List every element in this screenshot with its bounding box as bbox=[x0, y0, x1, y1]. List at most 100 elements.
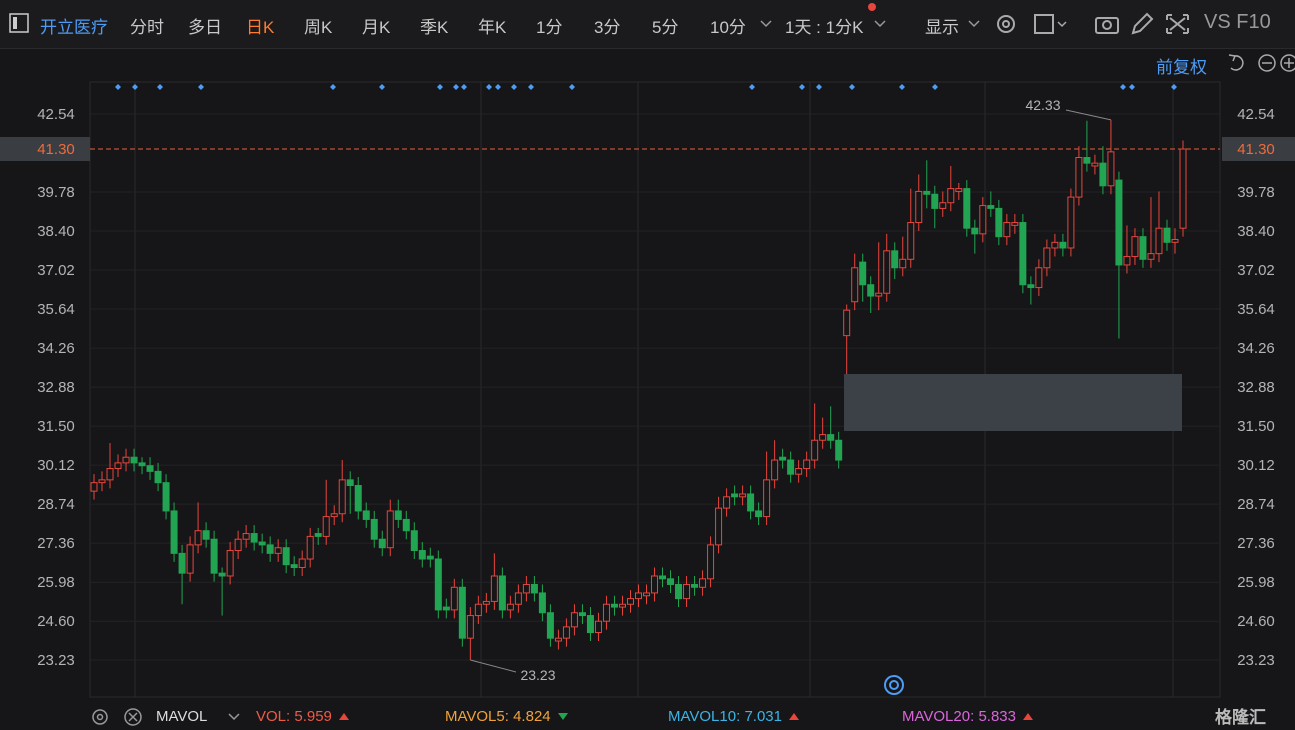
candle-body bbox=[691, 583, 699, 588]
tab[interactable]: 月K bbox=[362, 18, 391, 37]
event-marker[interactable] bbox=[330, 84, 336, 90]
candle-body bbox=[170, 510, 178, 554]
event-marker[interactable] bbox=[1120, 84, 1126, 90]
event-marker[interactable] bbox=[1129, 84, 1135, 90]
candle-body bbox=[987, 205, 995, 209]
candle-body bbox=[282, 547, 290, 566]
indicator-item: MAVOL10: 7.031 bbox=[668, 708, 800, 725]
event-marker[interactable] bbox=[511, 84, 517, 90]
candle-body bbox=[506, 603, 514, 611]
candle-body bbox=[410, 530, 418, 552]
adjust-mode[interactable]: 前复权 bbox=[1156, 58, 1207, 77]
candle-body bbox=[979, 205, 987, 235]
candle-body bbox=[739, 493, 747, 498]
tab[interactable]: 分时 bbox=[130, 18, 164, 37]
candle-body bbox=[610, 603, 618, 608]
tab[interactable]: 多日 bbox=[188, 18, 222, 37]
event-marker[interactable] bbox=[749, 84, 755, 90]
event-marker[interactable] bbox=[157, 84, 163, 90]
candle-body bbox=[594, 620, 602, 634]
event-marker[interactable] bbox=[132, 84, 138, 90]
display-menu[interactable]: 显示 bbox=[925, 18, 959, 37]
candle-body bbox=[1171, 238, 1179, 243]
event-marker[interactable] bbox=[528, 84, 534, 90]
indicator-value: 5.833 bbox=[978, 708, 1016, 725]
indicator-icons[interactable] bbox=[90, 705, 150, 729]
candle-body bbox=[667, 578, 675, 585]
candle-body bbox=[875, 292, 883, 297]
event-marker[interactable] bbox=[486, 84, 492, 90]
y-tick-label: 24.60 bbox=[1237, 613, 1275, 630]
candle-body bbox=[1019, 222, 1027, 286]
y-tick-label: 31.50 bbox=[37, 418, 75, 435]
candle-body bbox=[202, 530, 210, 540]
candle-body bbox=[723, 496, 731, 509]
tab[interactable]: 5分 bbox=[652, 18, 679, 37]
event-marker[interactable] bbox=[115, 84, 121, 90]
period-select[interactable]: 1天 : 1分K bbox=[785, 18, 864, 37]
candle-body bbox=[394, 510, 402, 520]
event-marker[interactable] bbox=[461, 84, 467, 90]
candle-body bbox=[851, 267, 859, 303]
candle-body bbox=[338, 479, 346, 515]
indicator-name[interactable]: MAVOL bbox=[156, 708, 208, 725]
candle-body bbox=[1003, 222, 1011, 238]
vs-f10[interactable]: VS F10 bbox=[1204, 11, 1271, 33]
event-marker[interactable] bbox=[1171, 84, 1177, 90]
candle-body bbox=[787, 459, 795, 475]
event-marker[interactable] bbox=[453, 84, 459, 90]
candle-body bbox=[482, 600, 490, 605]
stock-name[interactable]: 开立医疗 bbox=[40, 18, 108, 37]
tab[interactable]: 3分 bbox=[594, 18, 621, 37]
candle-body bbox=[626, 598, 634, 605]
indicator-item: MAVOL5: 4.824 bbox=[445, 708, 569, 725]
indicator-value: 5.959 bbox=[294, 708, 332, 725]
event-marker[interactable] bbox=[379, 84, 385, 90]
tab[interactable]: 日K bbox=[246, 18, 275, 37]
tab[interactable]: 1分 bbox=[536, 18, 563, 37]
candle-body bbox=[1099, 162, 1107, 187]
candle-body bbox=[1123, 255, 1131, 266]
tool-icons[interactable] bbox=[990, 9, 1190, 39]
zoom-icons[interactable] bbox=[1225, 51, 1295, 75]
event-marker[interactable] bbox=[816, 84, 822, 90]
tab[interactable]: 季K bbox=[420, 18, 449, 37]
arrow bbox=[338, 713, 349, 720]
event-marker[interactable] bbox=[198, 84, 204, 90]
candle-body bbox=[458, 586, 466, 639]
candle-body bbox=[146, 465, 154, 472]
sidebar-icon[interactable] bbox=[8, 12, 32, 36]
candle-body bbox=[931, 193, 939, 209]
candle-body bbox=[442, 606, 450, 611]
tab[interactable]: 周K bbox=[304, 18, 333, 37]
arrow bbox=[788, 713, 799, 720]
event-marker[interactable] bbox=[569, 84, 575, 90]
candle-body bbox=[234, 538, 242, 552]
y-tick-label: 28.74 bbox=[37, 496, 75, 513]
indicator-value: 4.824 bbox=[513, 708, 551, 725]
y-tick-label: 32.88 bbox=[1237, 379, 1275, 396]
event-marker[interactable] bbox=[849, 84, 855, 90]
event-marker[interactable] bbox=[899, 84, 905, 90]
tab[interactable]: 10分 bbox=[710, 18, 746, 37]
candle-body bbox=[795, 468, 803, 475]
indicator-item: MAVOL20: 5.833 bbox=[902, 708, 1034, 725]
at-icon[interactable] bbox=[884, 675, 904, 695]
event-marker[interactable] bbox=[437, 84, 443, 90]
event-marker[interactable] bbox=[495, 84, 501, 90]
toolbar: 开立医疗 分时 多日 日K 周K 月K 季K 年K 1分 3分 5分 10分 1天 : 1分K 显示… bbox=[0, 0, 1295, 49]
candle-body bbox=[362, 510, 370, 520]
candle-body bbox=[1107, 151, 1115, 187]
y-tick-label: 42.54 bbox=[37, 106, 75, 123]
y-tick-label: 38.40 bbox=[37, 223, 75, 240]
event-marker[interactable] bbox=[799, 84, 805, 90]
candle-body bbox=[306, 535, 314, 560]
tab[interactable]: 年K bbox=[478, 18, 507, 37]
candle-body bbox=[218, 572, 226, 577]
candle-body bbox=[578, 612, 586, 617]
trend-arrow bbox=[338, 713, 349, 720]
candle-body bbox=[771, 459, 779, 481]
candle-body bbox=[971, 227, 979, 235]
event-marker[interactable] bbox=[932, 84, 938, 90]
